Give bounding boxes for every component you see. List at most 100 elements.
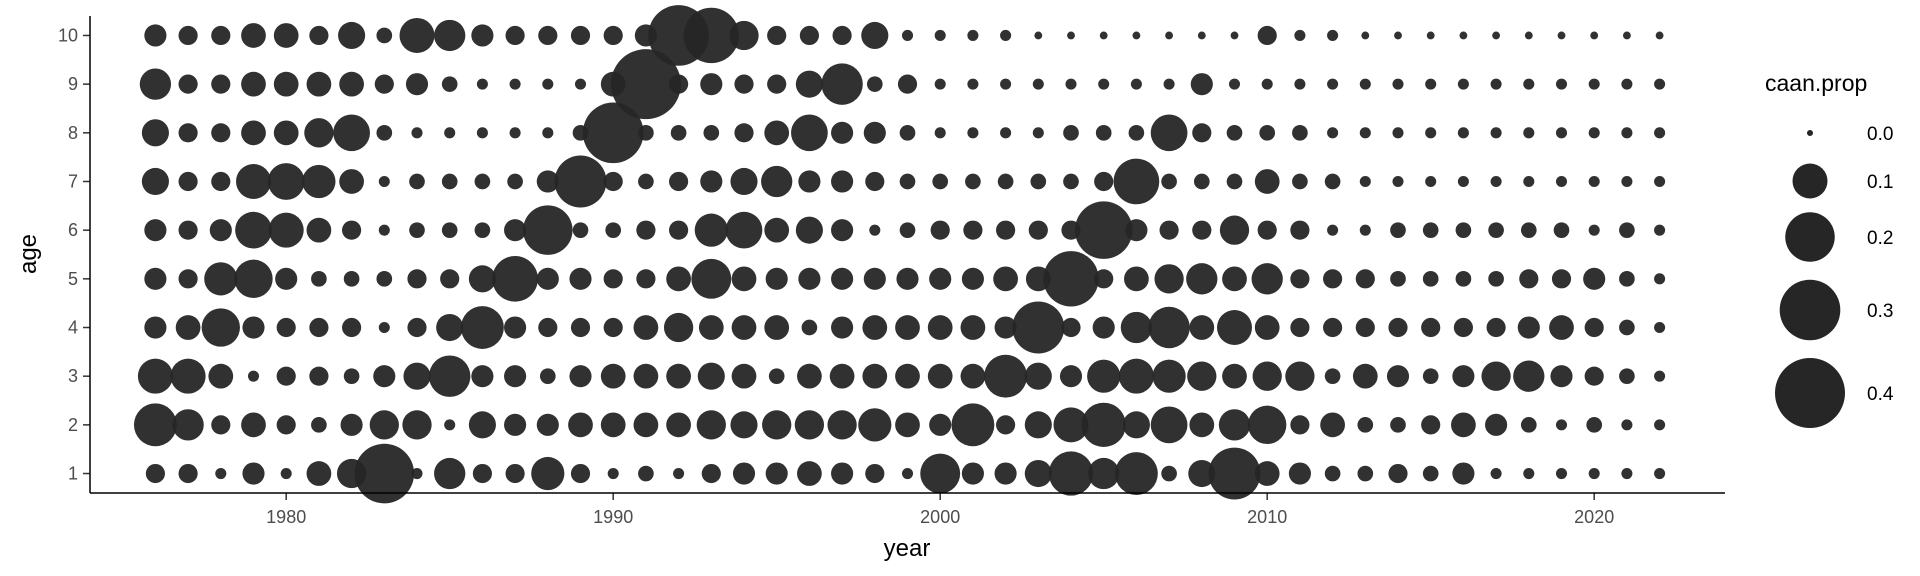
bubble-point	[574, 78, 587, 90]
bubble-point	[1359, 224, 1371, 236]
bubble-point	[636, 220, 656, 240]
bubble-point	[1094, 269, 1114, 289]
bubble-point	[1159, 220, 1179, 240]
bubble-point	[1294, 29, 1306, 42]
bubble-point	[247, 370, 260, 382]
bubble-point	[1120, 311, 1153, 344]
bubble-point	[133, 403, 177, 447]
bubble-point	[374, 74, 394, 94]
bubble-point	[896, 267, 919, 290]
bubble-point	[1152, 359, 1186, 393]
bubble-point	[691, 258, 732, 299]
bubble-point	[241, 23, 266, 48]
bubble-point	[276, 366, 296, 386]
legend-key	[1779, 279, 1841, 341]
bubble-point	[1654, 127, 1666, 139]
bubble-point	[700, 170, 723, 193]
bubble-point	[1161, 173, 1177, 190]
bubble-point	[1352, 363, 1378, 389]
bubble-point	[996, 220, 1016, 240]
legend-label: 0.3	[1867, 301, 1893, 322]
x-tick-label: 1980	[266, 507, 306, 527]
bubble-point	[570, 463, 591, 484]
bubble-point	[1394, 31, 1402, 40]
bubble-point	[895, 412, 920, 438]
bubble-point	[1043, 251, 1099, 307]
bubble-point	[436, 313, 464, 342]
bubble-point	[1150, 114, 1188, 152]
bubble-point	[633, 412, 659, 438]
bubble-point	[1452, 462, 1475, 485]
bubble-point	[798, 170, 821, 193]
bubble-point	[1392, 175, 1404, 188]
bubble-point	[1588, 127, 1600, 139]
bubble-point	[730, 411, 758, 439]
bubble-point	[600, 412, 626, 438]
x-tick-label: 2010	[1247, 507, 1287, 527]
bubble-point	[1392, 127, 1404, 139]
bubble-point	[1217, 310, 1252, 346]
bubble-point	[865, 171, 885, 192]
bubble-point	[1588, 467, 1600, 480]
bubble-point	[1230, 31, 1239, 40]
bubble-point	[1012, 301, 1065, 354]
bubble-point	[1481, 361, 1511, 391]
bubble-point	[698, 315, 724, 340]
bubble-point	[666, 412, 691, 438]
bubble-point	[865, 463, 885, 484]
bubble-point	[1457, 175, 1469, 188]
bubble-point	[1192, 123, 1212, 143]
bubble-point	[1290, 269, 1310, 289]
bubble-point	[993, 266, 1018, 292]
bubble-point	[1259, 124, 1276, 141]
bubble-point	[765, 462, 788, 485]
bubble-point	[732, 462, 756, 485]
bubble-point	[663, 312, 694, 343]
bubble-point	[1517, 316, 1540, 339]
bubble-point	[306, 461, 332, 486]
bubble-point	[797, 363, 822, 389]
bubble-point	[762, 410, 792, 440]
bubble-point	[471, 365, 494, 388]
bubble-point	[409, 222, 425, 238]
bubble-point	[1053, 407, 1089, 443]
y-tick-label: 6	[68, 220, 78, 240]
bubble-point	[1128, 124, 1145, 141]
bubble-point	[1619, 271, 1635, 287]
bubble-point	[1261, 78, 1273, 90]
y-tick-label: 5	[68, 269, 78, 289]
bubble-point	[821, 63, 863, 105]
bubble-point	[178, 463, 198, 484]
bubble-point	[1324, 465, 1341, 482]
bubble-point	[241, 71, 266, 97]
bubble-point	[1188, 459, 1216, 488]
bubble-point	[1490, 467, 1502, 480]
bubble-point	[1654, 273, 1666, 285]
bubble-point	[1520, 222, 1537, 238]
bubble-point	[960, 363, 986, 389]
bubble-point	[1588, 78, 1600, 90]
bubble-point	[1619, 368, 1635, 385]
bubble-point	[1390, 271, 1406, 287]
bubble-point	[476, 78, 488, 90]
bubble-point	[1095, 124, 1112, 141]
bubble-point	[633, 363, 659, 389]
bubble-point	[1294, 78, 1306, 90]
legend-key	[1785, 212, 1835, 262]
bubble-point	[607, 467, 619, 480]
bubble-point	[967, 29, 979, 42]
bubble-point	[1550, 365, 1573, 388]
bubble-point	[1361, 31, 1370, 40]
bubble-point	[172, 409, 204, 441]
bubble-point	[304, 118, 334, 148]
bubble-point	[471, 24, 494, 47]
bubble-point	[1357, 417, 1374, 433]
bubble-point	[1390, 417, 1406, 433]
bubble-point	[1186, 263, 1218, 295]
bubble-point	[929, 267, 952, 290]
bubble-point	[1024, 411, 1052, 439]
y-tick-labels: 1 2 3 4 5 6 7 8 9 10	[58, 25, 78, 483]
bubble-point	[211, 415, 231, 435]
bubble-point	[536, 170, 559, 193]
bubble-point	[141, 167, 169, 196]
